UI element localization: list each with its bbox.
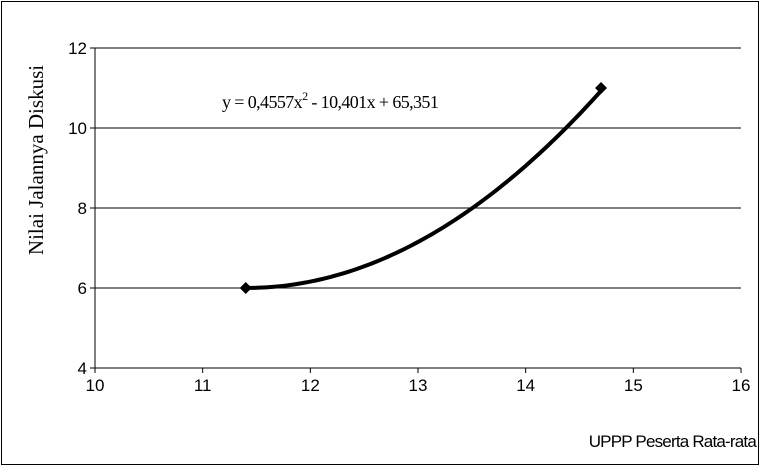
equation-suffix: - 10,401x + 65,351 bbox=[307, 92, 438, 112]
y-axis-title: Nilai Jalannya Diskusi bbox=[24, 65, 48, 255]
data-point-marker bbox=[239, 282, 252, 294]
x-tick-label: 15 bbox=[624, 376, 643, 395]
data-point-marker bbox=[595, 82, 608, 94]
x-axis-title: UPPP Peserta Rata-rata bbox=[589, 432, 758, 451]
trendline bbox=[243, 88, 604, 290]
y-tick-label: 6 bbox=[78, 279, 87, 298]
equation-exponent: 2 bbox=[302, 89, 308, 103]
x-tick-label: 12 bbox=[301, 376, 320, 395]
y-tick-label: 8 bbox=[78, 199, 87, 218]
equation-prefix: y = 0,4557x bbox=[222, 92, 303, 112]
y-tick-label: 4 bbox=[78, 359, 87, 378]
x-ticks: 10 11 12 13 14 15 16 bbox=[86, 368, 751, 395]
y-tick-label: 12 bbox=[68, 39, 87, 58]
x-tick-label: 11 bbox=[194, 376, 212, 395]
y-tick-label: 10 bbox=[68, 119, 87, 138]
x-tick-label: 16 bbox=[732, 376, 751, 395]
data-points bbox=[239, 82, 608, 294]
y-ticks: 4 6 8 10 12 bbox=[68, 39, 95, 378]
gridlines bbox=[95, 47, 741, 289]
x-tick-label: 10 bbox=[86, 376, 105, 395]
x-tick-label: 14 bbox=[516, 376, 535, 395]
trendline-equation: y = 0,4557x2 - 10,401x + 65,351 bbox=[222, 89, 438, 112]
x-tick-label: 13 bbox=[409, 376, 428, 395]
